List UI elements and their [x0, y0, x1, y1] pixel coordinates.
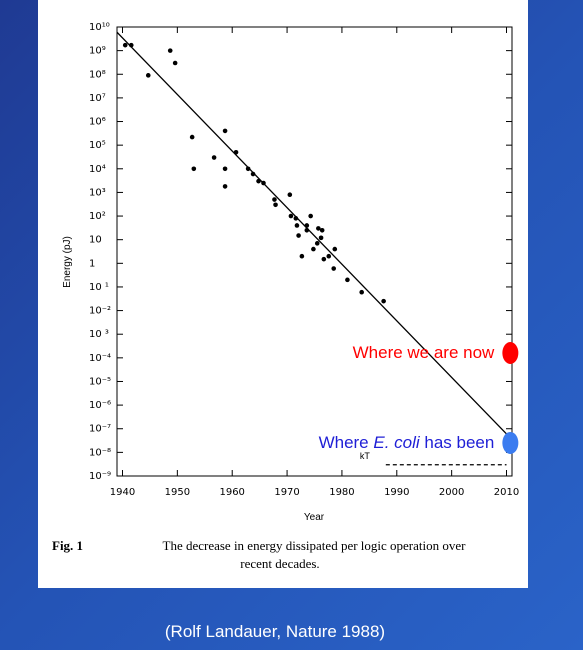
data-point — [321, 256, 327, 262]
data-point — [332, 246, 338, 252]
x-tick-label: 1940 — [110, 487, 135, 498]
x-axis-label: Year — [304, 512, 325, 523]
y-tick-label: 10¹⁰ — [89, 22, 110, 33]
data-point — [316, 226, 321, 231]
data-point — [294, 223, 300, 228]
data-point — [191, 166, 197, 172]
kt-label: kT — [360, 451, 371, 461]
data-point — [222, 166, 228, 172]
y-tick-label: 10⁻⁴ — [89, 353, 111, 364]
data-point — [319, 227, 325, 233]
data-point — [299, 253, 305, 259]
y-tick-label: 10⁵ — [89, 140, 106, 151]
data-point — [318, 235, 324, 241]
marker-dot — [502, 431, 519, 454]
y-axis-label: Energy (pJ) — [62, 236, 73, 288]
data-point — [381, 298, 386, 304]
y-tick-label: 10⁸ — [89, 69, 106, 80]
label-part: has been — [420, 433, 495, 452]
y-tick-label: 10⁻⁵ — [89, 376, 111, 387]
x-tick-label: 1980 — [329, 487, 354, 498]
x-tick-label: 1970 — [274, 487, 299, 498]
data-point — [314, 241, 320, 246]
data-point — [311, 246, 316, 252]
data-point — [172, 60, 178, 66]
data-point — [296, 233, 301, 238]
data-point — [273, 202, 278, 208]
data-point — [272, 197, 277, 202]
y-tick-label: 10⁶ — [89, 117, 106, 128]
x-tick-label: 1990 — [384, 487, 409, 498]
y-tick-label: 10⁻⁷ — [89, 424, 111, 435]
data-point — [189, 134, 195, 140]
label-part: Where — [319, 433, 374, 452]
y-tick-label: 10² — [89, 211, 106, 222]
y-tick-label: 10⁷ — [89, 93, 106, 104]
data-point — [145, 73, 151, 78]
y-tick-label: 10 — [89, 235, 102, 246]
y-tick-label: 10³ — [89, 187, 106, 198]
y-tick-label: 10 ³ — [89, 329, 109, 340]
y-tick-label: 10⁻⁹ — [89, 471, 111, 482]
caption-label: Fig. 1 — [52, 538, 83, 553]
y-tick-label: 1 — [89, 258, 95, 269]
y-tick-label: 10⁻⁸ — [89, 447, 111, 458]
data-point — [128, 42, 134, 48]
trend-line — [116, 31, 507, 435]
y-tick-label: 10 ¹ — [89, 282, 109, 293]
x-tick-label: 1950 — [165, 487, 190, 498]
data-point — [304, 227, 310, 233]
x-tick-label: 1960 — [219, 487, 244, 498]
data-point — [304, 223, 310, 228]
data-point — [233, 149, 239, 155]
data-point — [122, 42, 128, 48]
data-point — [326, 253, 332, 259]
data-point — [167, 48, 173, 53]
marker-dot — [502, 342, 519, 365]
x-tick-label: 2010 — [494, 487, 519, 498]
y-tick-label: 10⁴ — [89, 164, 106, 175]
y-tick-label: 10⁹ — [89, 46, 106, 57]
data-point — [293, 216, 299, 221]
data-point — [222, 184, 228, 189]
footer: (Rolf Landauer, Nature 1988) — [165, 622, 385, 641]
data-point — [245, 166, 251, 172]
data-point — [288, 213, 294, 219]
data-point — [261, 180, 266, 186]
marker-label: Where we are now — [353, 344, 495, 363]
marker-label: Where E. coli has been — [319, 433, 495, 452]
x-tick-label: 2000 — [439, 487, 464, 498]
data-point — [211, 155, 217, 160]
label-part: E. coli — [373, 433, 421, 452]
plot-frame — [116, 26, 513, 477]
caption-line: recent decades. — [240, 556, 319, 571]
y-tick-label: 10⁻² — [89, 306, 111, 317]
caption-line: The decrease in energy dissipated per lo… — [163, 538, 467, 553]
label-part: Where we are now — [353, 344, 495, 363]
data-point — [222, 128, 228, 134]
y-tick-label: 10⁻⁶ — [89, 400, 111, 411]
panel — [38, 0, 528, 588]
data-point — [308, 213, 313, 219]
data-point — [345, 277, 350, 283]
data-point — [287, 192, 293, 198]
data-point — [250, 171, 256, 177]
data-point — [359, 289, 364, 295]
data-point — [256, 178, 261, 184]
data-point — [331, 266, 337, 271]
